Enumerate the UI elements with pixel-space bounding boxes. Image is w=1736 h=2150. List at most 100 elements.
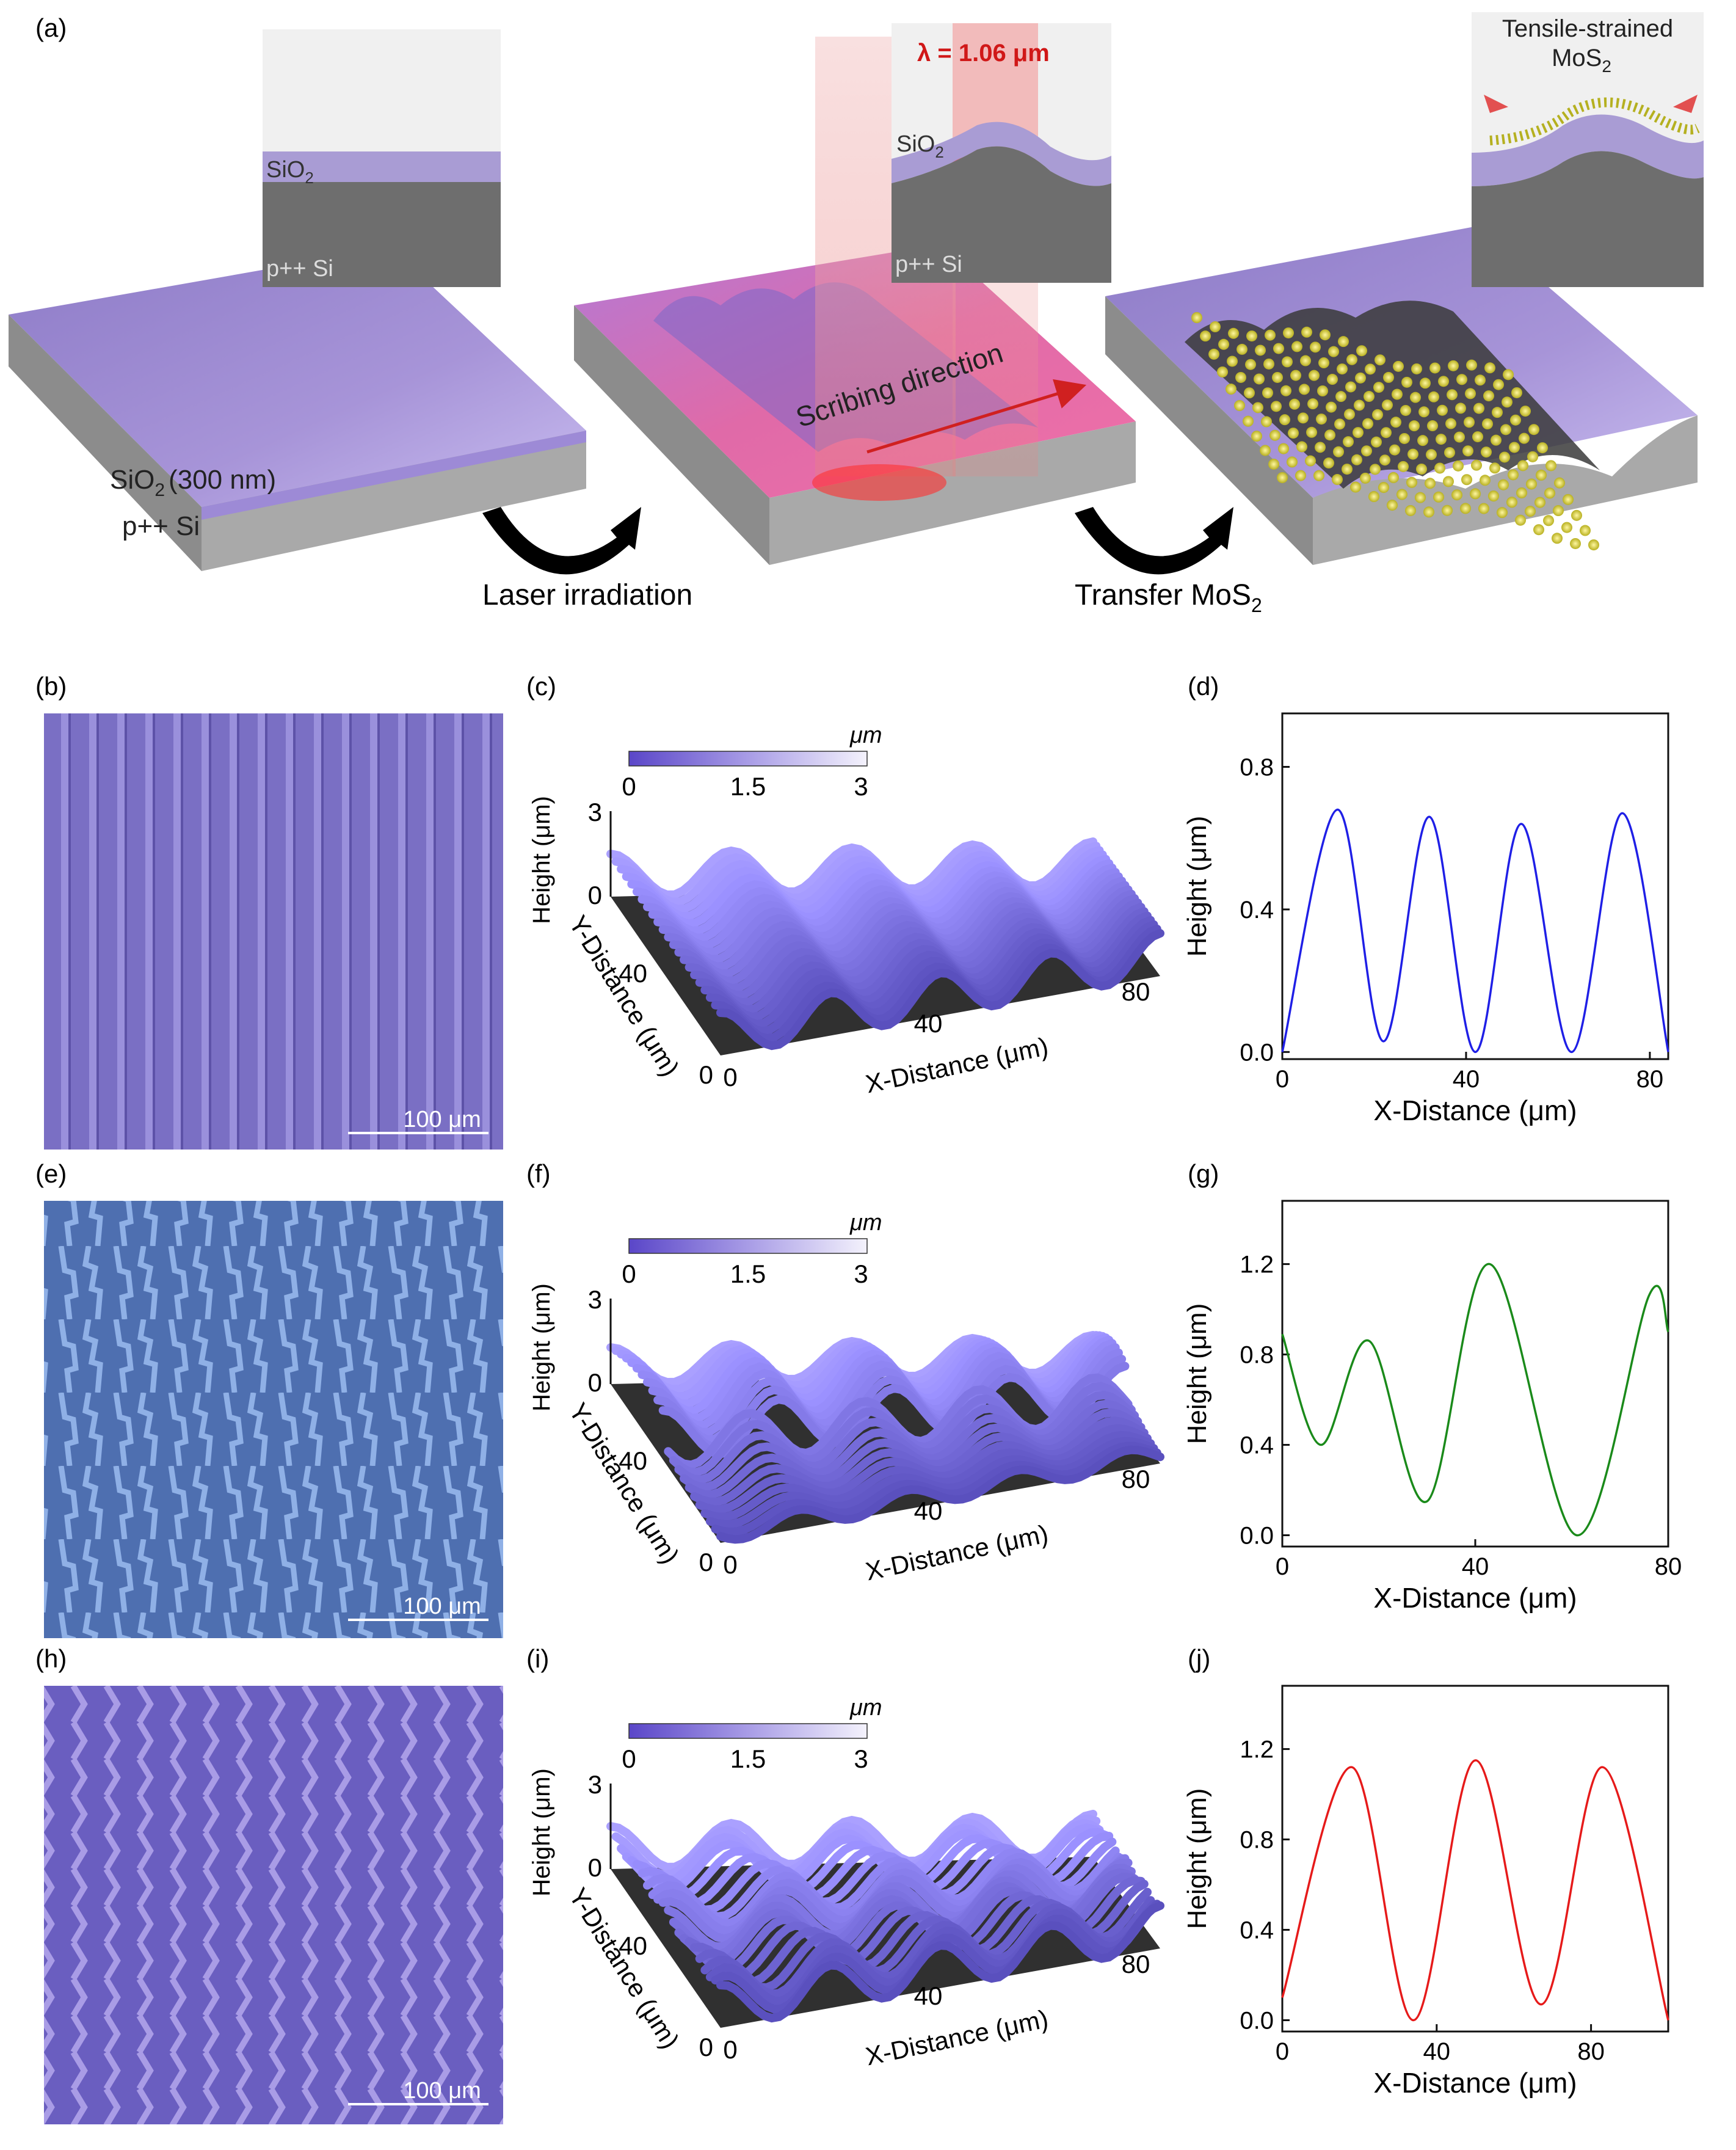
series-line — [1281, 808, 1669, 1054]
mos2-atom — [1338, 336, 1349, 348]
mos2-atom — [1191, 312, 1202, 323]
y-tick-label: 0.4 — [1240, 897, 1274, 924]
mos2-atom — [1519, 432, 1530, 444]
mos2-atom — [1399, 432, 1410, 444]
mos2-atom — [1396, 489, 1407, 500]
mos2-atom — [1373, 382, 1384, 393]
x-tick-label: 80 — [1636, 1066, 1664, 1093]
panel-label-i: (i) — [526, 1644, 549, 1673]
mos2-atom — [1315, 442, 1326, 453]
mos2-atom — [1436, 434, 1447, 445]
x-axis-label: X-Distance (μm) — [863, 1519, 1050, 1586]
tensile-label-line2-sub: 2 — [1602, 57, 1611, 76]
mos2-atom — [1420, 377, 1431, 389]
mos2-atom — [1433, 491, 1444, 503]
mos2-atom — [1344, 409, 1355, 420]
mos2-atom — [1317, 385, 1328, 397]
mos2-atom — [1473, 403, 1484, 414]
mos2-atom — [1323, 457, 1334, 469]
mos2-atom — [1328, 346, 1339, 357]
y-tick-label: 0 — [699, 1060, 713, 1089]
x-tick-label: 40 — [914, 1009, 943, 1038]
mos2-atom — [1375, 354, 1386, 366]
mos2-atom — [1444, 446, 1455, 458]
mos2-atom — [1417, 435, 1428, 446]
mos2-atom — [1480, 475, 1491, 486]
mos2-atom — [1465, 388, 1476, 399]
surface-ridge — [690, 1416, 1149, 1506]
mos2-atom — [1437, 404, 1448, 416]
mos2-atom — [1301, 326, 1312, 338]
panel-label-f: (f) — [526, 1159, 551, 1188]
mos2-atom — [1588, 539, 1599, 551]
mos2-atom — [1478, 503, 1489, 514]
mos2-atom — [1528, 424, 1539, 435]
scalebar-label-b: 100 μm — [403, 1107, 481, 1132]
mos2-atom — [1426, 449, 1437, 461]
x-axis-label: X-Distance (μm) — [863, 1032, 1050, 1098]
series-line — [1281, 1263, 1669, 1537]
mos2-atom — [1310, 341, 1321, 353]
mos2-atom — [1427, 420, 1438, 432]
mos2-atom — [1471, 459, 1482, 471]
mos2-atom — [1279, 414, 1290, 426]
substrate-sio2-thickness: (300 nm) — [169, 465, 276, 495]
mos2-atom — [1354, 399, 1365, 411]
mos2-atom — [1455, 403, 1466, 414]
inset2-sio2-sub: 2 — [935, 143, 943, 161]
mos2-atom — [1263, 358, 1274, 370]
mos2-atom — [1400, 404, 1411, 416]
x-tick-label: 40 — [1423, 2038, 1451, 2065]
mos2-atom — [1307, 398, 1318, 410]
mos2-atom — [1273, 343, 1284, 354]
mos2-atom — [1278, 443, 1289, 454]
mos2-atom — [1353, 427, 1364, 439]
panel-d: (d) 0 40 80 0.0 0.4 0.8 X-Distance (μm) Height … — [1182, 672, 1669, 1126]
mos2-atom — [1410, 392, 1421, 403]
mos2-atom — [1381, 427, 1392, 439]
panel-label-g: (g) — [1188, 1159, 1219, 1188]
inset2-si-label: p++ Si — [895, 252, 962, 277]
mos2-atom — [1389, 444, 1400, 456]
scalebar-label-e: 100 μm — [403, 1594, 481, 1619]
mos2-atom — [1461, 474, 1472, 486]
mos2-atom — [1553, 505, 1564, 517]
mos2-atom — [1227, 355, 1238, 367]
curved-arrow-transfer: Transfer MoS2 — [1075, 507, 1262, 616]
mos2-atom — [1506, 497, 1517, 508]
mos2-atom — [1372, 409, 1383, 420]
mos2-atom — [1517, 460, 1528, 472]
mos2-atom — [1217, 366, 1228, 377]
x-tick-label: 0 — [1276, 1066, 1289, 1093]
plot-frame — [1281, 1200, 1669, 1548]
y-tick-label: 0.0 — [1240, 1039, 1274, 1066]
panel-label-c: (c) — [526, 672, 556, 701]
micrograph-zigzag — [44, 1686, 503, 2124]
y-tick-label: 0.8 — [1240, 1827, 1274, 1854]
colorbar — [628, 751, 868, 767]
mos2-atom — [1536, 469, 1547, 481]
mos2-atom — [1525, 506, 1536, 517]
mos2-atom — [1429, 362, 1440, 374]
panel-label-e: (e) — [35, 1159, 67, 1188]
svg-text:SiO2: SiO2 — [896, 131, 944, 161]
tensile-label-line2: MoS — [1552, 45, 1602, 71]
mos2-atom — [1228, 327, 1239, 339]
mos2-atom — [1489, 462, 1500, 474]
y-tick-label: 0 — [699, 1548, 713, 1576]
mos2-atom — [1243, 415, 1254, 427]
panel-label-h: (h) — [35, 1644, 67, 1673]
mos2-atom — [1472, 431, 1483, 443]
y-tick-label: 0.0 — [1240, 1523, 1274, 1550]
mos2-atom — [1406, 476, 1417, 488]
mos2-atom — [1561, 522, 1572, 533]
mos2-atom — [1488, 490, 1499, 502]
x-tick-label: 80 — [1122, 1950, 1150, 1978]
mos2-atom — [1346, 354, 1357, 365]
mos2-atom — [1371, 436, 1382, 448]
mos2-atom — [1288, 428, 1299, 439]
inset1-si-label: p++ Si — [266, 256, 333, 282]
mos2-atom — [1537, 442, 1548, 454]
mos2-atom — [1268, 458, 1279, 470]
